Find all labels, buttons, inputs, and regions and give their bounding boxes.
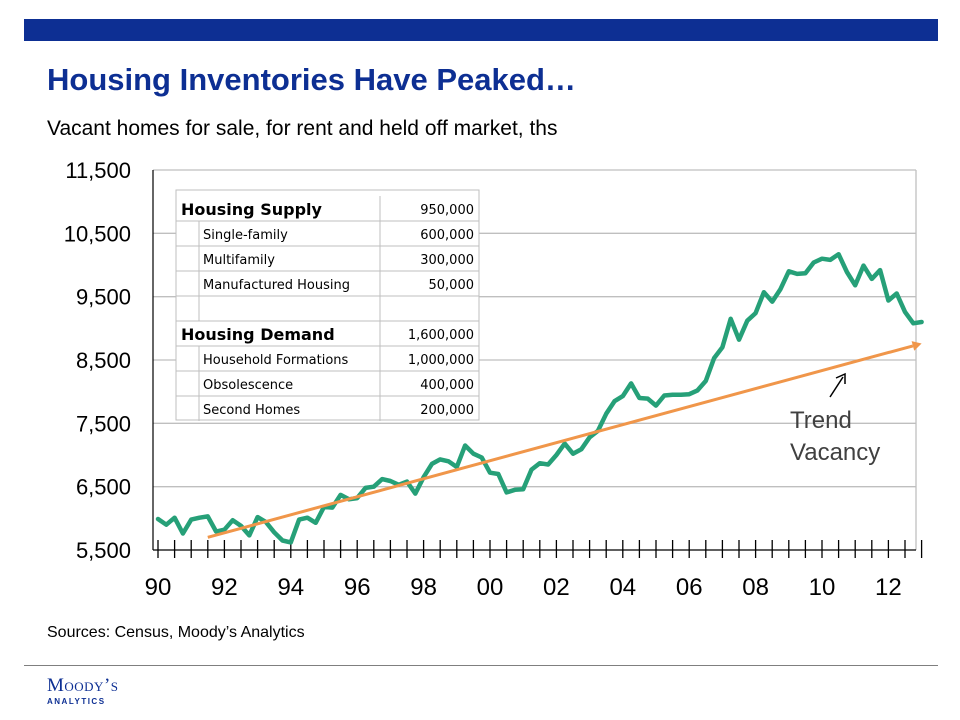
x-tick-labels: 90 92 94 96 98 00 02 04 06 08 10 12 (145, 574, 902, 601)
sources-note: Sources: Census, Moody’s Analytics (47, 624, 305, 641)
trend-vacancy-arrowhead (911, 341, 922, 351)
x-tick-label: 10 (809, 574, 836, 601)
x-tick-label: 94 (277, 574, 304, 601)
table-cell-value: 400,000 (420, 378, 474, 393)
x-tick-label: 12 (875, 574, 902, 601)
logo-subtitle: ANALYTICS (47, 697, 106, 706)
trend-arrowhead (835, 372, 846, 384)
table-heading-label: Housing Demand (181, 325, 335, 344)
logo-wordmark: Moody’s (47, 675, 119, 696)
table-row: Single-family 600,000 (203, 228, 474, 243)
supply-demand-table: Housing Supply 950,000 Single-family 600,00… (175, 189, 480, 421)
table-cell-label: Single-family (203, 228, 288, 243)
y-tick-label: 10,500 (64, 221, 131, 246)
x-tick-label: 96 (344, 574, 371, 601)
table-cell-label: Multifamily (203, 253, 275, 268)
y-tick-label: 7,500 (76, 411, 131, 436)
table-cell-value: 50,000 (429, 278, 475, 293)
x-tick-label: 06 (676, 574, 703, 601)
x-tick-label: 90 (145, 574, 172, 601)
table-heading-label: Housing Supply (181, 200, 323, 219)
table-cell-label: Second Homes (203, 403, 300, 418)
y-tick-labels: 5,500 6,500 7,500 8,500 9,500 10,500 11,500 (64, 158, 131, 563)
page-title: Housing Inventories Have Peaked… (47, 62, 576, 97)
trend-annotation: Trend Vacancy (790, 372, 880, 466)
x-tick-label: 92 (211, 574, 238, 601)
table-cell-value: 600,000 (420, 228, 474, 243)
table-row: Housing Supply 950,000 (181, 200, 474, 219)
chart-subtitle: Vacant homes for sale, for rent and held… (47, 117, 558, 140)
trend-label-line-2: Vacancy (790, 439, 880, 466)
table-row: Second Homes 200,000 (203, 403, 474, 418)
footer-divider (24, 665, 938, 666)
table-row: Manufactured Housing 50,000 (203, 278, 474, 293)
table-row: Obsolescence 400,000 (203, 378, 474, 393)
table-cell-label: Household Formations (203, 353, 349, 368)
table-row: Housing Demand 1,600,000 (181, 325, 474, 344)
table-row: Multifamily 300,000 (203, 253, 474, 268)
x-tick-label: 08 (742, 574, 769, 601)
axes (152, 170, 923, 558)
table-cell-label: Manufactured Housing (203, 278, 350, 293)
trend-arrow (829, 376, 844, 398)
trend-label-line-1: Trend (790, 407, 852, 434)
table-cell-value: 200,000 (420, 403, 474, 418)
table-cell-value: 1,000,000 (408, 353, 474, 368)
table-row: Household Formations 1,000,000 (203, 353, 474, 368)
y-tick-label: 9,500 (76, 285, 131, 310)
x-tick-label: 04 (609, 574, 636, 601)
y-tick-label: 6,500 (76, 475, 131, 500)
table-cell-value: 1,600,000 (408, 328, 474, 343)
table-cell-value: 300,000 (420, 253, 474, 268)
table-cell-label: Obsolescence (203, 378, 293, 393)
x-tick-label: 98 (410, 574, 437, 601)
trend-vacancy-line (207, 344, 914, 539)
x-tick-label: 00 (477, 574, 504, 601)
vacant-homes-line (155, 251, 924, 545)
y-tick-label: 11,500 (65, 158, 131, 183)
table-cell-value: 950,000 (420, 203, 474, 218)
y-tick-label: 5,500 (76, 538, 131, 563)
top-banner (24, 19, 938, 41)
series (155, 251, 924, 545)
y-tick-label: 8,500 (76, 348, 131, 373)
x-tick-label: 02 (543, 574, 570, 601)
moodys-analytics-logo: Moody’s ANALYTICS (47, 676, 119, 706)
